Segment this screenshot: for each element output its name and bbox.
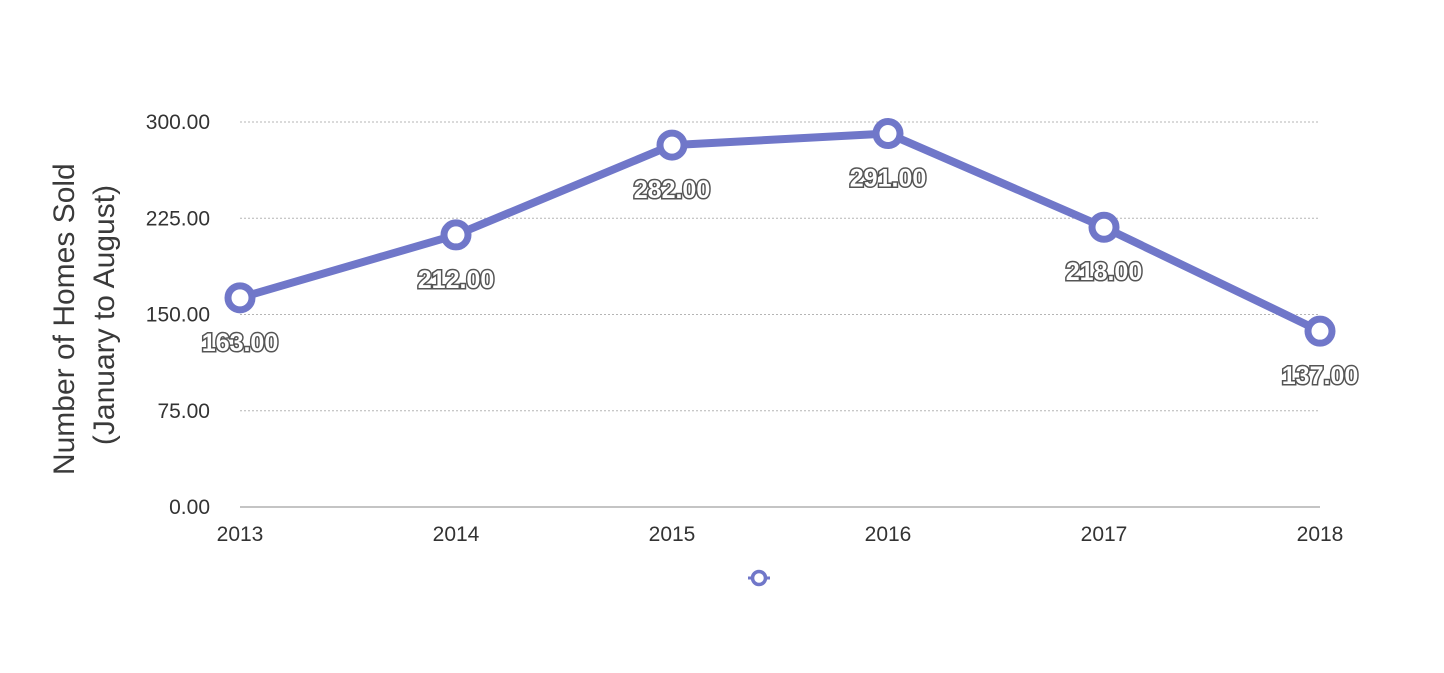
y-axis-ticks: 0.00 75.00 150.00 225.00 300.00 [146,111,210,519]
data-point [1088,211,1120,243]
data-label: 218.00 [1066,258,1142,286]
x-tick-label: 2018 [1297,523,1344,546]
x-tick-label: 2016 [865,523,912,546]
data-point [656,129,688,161]
y-tick-label: 150.00 [146,304,210,327]
x-tick-label: 2017 [1081,523,1128,546]
gridlines [240,121,1320,412]
x-tick-label: 2014 [433,523,480,546]
data-label: 137.00 [1282,362,1358,390]
x-tick-label: 2013 [217,523,264,546]
series-line [236,129,1324,336]
data-point [872,118,904,150]
legend [748,569,770,587]
y-tick-label: 75.00 [157,400,210,423]
series [224,118,1336,347]
y-tick-label: 300.00 [146,111,210,134]
y-tick-label: 0.00 [169,496,210,519]
y-tick-label: 225.00 [146,207,210,230]
y-axis-title-line-2: (January to August) [88,185,121,445]
data-point [224,282,256,314]
data-label: 291.00 [850,165,926,193]
data-label: 163.00 [202,329,278,357]
data-label: 282.00 [634,176,710,204]
data-label: 212.00 [418,266,494,294]
x-tick-label: 2015 [649,523,696,546]
x-axis-ticks: 2013 2014 2015 2016 2017 2018 [217,523,1344,546]
y-axis-title-line-1: Number of Homes Sold [48,163,81,475]
data-labels: 163.00 212.00 282.00 291.00 218.00 137.00 [200,163,1359,392]
data-point [440,219,472,251]
y-axis-title: Number of Homes Sold (January to August) [48,155,121,475]
data-point [1304,315,1336,347]
legend-marker [750,569,768,587]
